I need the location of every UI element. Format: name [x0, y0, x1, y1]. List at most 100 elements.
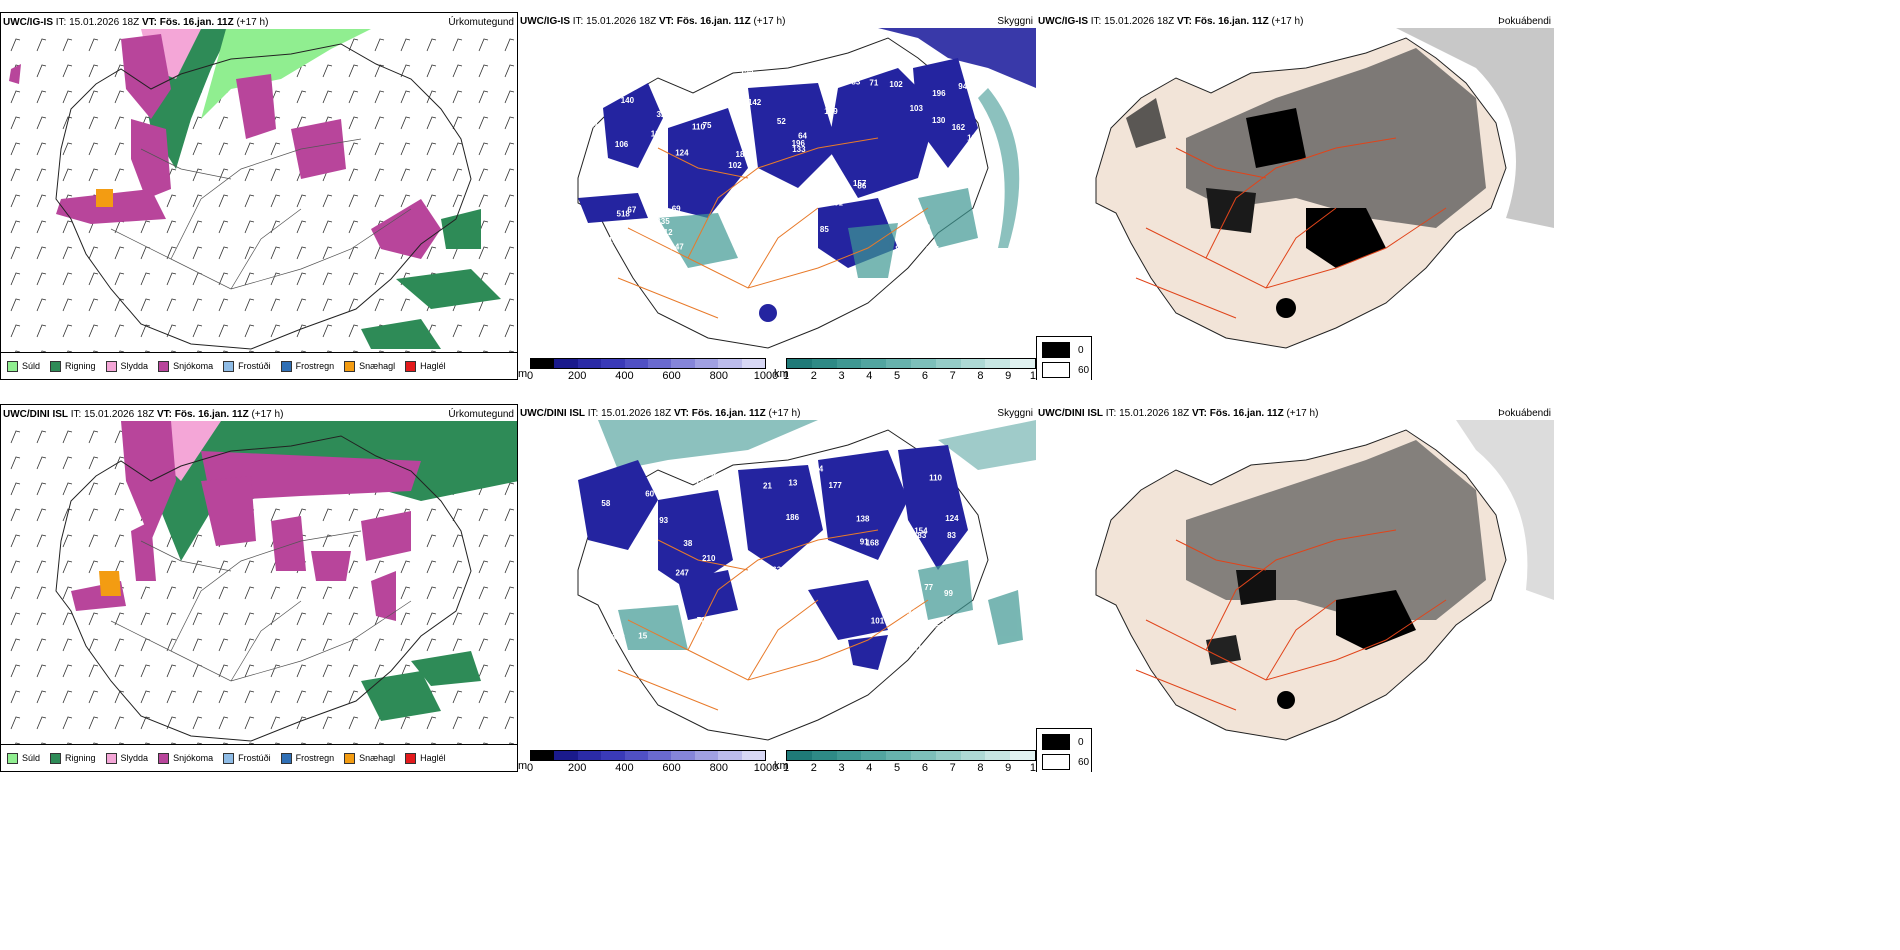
wind-barb — [478, 142, 489, 156]
wind-barb — [88, 298, 99, 312]
colorbar-step — [624, 359, 649, 368]
wind-barb — [244, 298, 255, 312]
wind-barb — [270, 612, 281, 626]
wind-barb — [452, 116, 463, 130]
ceiling-label: 71 — [634, 248, 643, 257]
wind-barb — [478, 90, 489, 104]
colorbar-step — [811, 751, 837, 760]
wind-barb — [88, 560, 99, 574]
wind-barb — [244, 664, 255, 678]
ceiling-strip — [530, 750, 766, 761]
wind-barb — [114, 612, 125, 626]
wind-barb — [140, 220, 151, 234]
wind-barb — [296, 638, 307, 652]
wind-barb — [244, 194, 255, 208]
wind-barb — [400, 638, 411, 652]
wind-barb — [348, 690, 359, 704]
colorbar-step — [935, 751, 961, 760]
ceiling-label: 352 — [612, 633, 626, 642]
ceiling-label: 63 — [742, 226, 751, 235]
ceiling-label: 451 — [599, 236, 613, 245]
wind-barb — [426, 38, 437, 52]
wind-barb — [322, 638, 333, 652]
panel-header: UWC/DINI ISL IT: 15.01.2026 18Z VT: Fös.… — [520, 408, 801, 419]
precip-panel-bottom: UWC/DINI ISL IT: 15.01.2026 18Z VT: Fös.… — [0, 404, 518, 772]
wind-barb — [504, 246, 515, 260]
wind-barb — [504, 298, 515, 312]
colorbar-tick: 0 — [526, 762, 534, 772]
wind-barb — [10, 482, 21, 496]
wind-barb — [478, 324, 489, 338]
ceiling-label: 83 — [851, 77, 860, 86]
wind-barb — [218, 246, 229, 260]
wind-barb — [478, 38, 489, 52]
panel-header: UWC/IG-IS IT: 15.01.2026 18Z VT: Fös. 16… — [520, 16, 786, 27]
wind-barb — [218, 168, 229, 182]
wind-barb — [36, 690, 47, 704]
wind-barb — [296, 716, 307, 730]
ceiling-label: 15 — [638, 631, 647, 640]
colorbar-tick: 200 — [568, 370, 587, 380]
wind-barb — [270, 716, 281, 730]
wind-barb — [348, 586, 359, 600]
colorbar-tick: 9 — [1005, 370, 1012, 380]
ceiling-ticks: 0 200 400 600 800 1000 — [526, 761, 778, 772]
wind-barb — [36, 324, 47, 338]
wind-barb — [348, 64, 359, 78]
wind-barb — [218, 586, 229, 600]
colorbar-step — [554, 359, 578, 368]
roads — [1135, 529, 1447, 711]
wind-barb — [166, 690, 177, 704]
wind-barb — [88, 90, 99, 104]
fog-areas — [1186, 440, 1486, 709]
wind-barb — [270, 638, 281, 652]
wind-barb — [400, 116, 411, 130]
wind-barb — [62, 690, 73, 704]
colorbar-step — [671, 751, 695, 760]
fog-swatch-black — [1042, 734, 1070, 750]
wind-barb — [504, 690, 515, 704]
colorbar-step — [811, 359, 837, 368]
wind-barb — [114, 508, 125, 522]
wind-barb — [426, 716, 437, 730]
ceiling-label: 101 — [871, 616, 885, 625]
wind-barb — [62, 482, 73, 496]
iceland-outline — [55, 43, 472, 350]
wind-barb — [400, 298, 411, 312]
wind-barb — [478, 116, 489, 130]
wind-barb — [114, 560, 125, 574]
wind-barb — [296, 664, 307, 678]
wind-barb — [192, 612, 203, 626]
wind-barb — [270, 690, 281, 704]
wind-barb — [348, 90, 359, 104]
ceiling-label: 72 — [907, 548, 916, 557]
ceiling-label: 201 — [830, 198, 844, 207]
roads — [110, 530, 412, 682]
wind-barb — [62, 560, 73, 574]
wind-barb — [88, 456, 99, 470]
wind-barb — [140, 246, 151, 260]
ceiling-label: 68 — [740, 139, 749, 148]
ceiling-label: 102 — [889, 80, 903, 89]
colorbar-tick: 1 — [782, 370, 790, 380]
wind-barb — [218, 612, 229, 626]
wind-barb — [322, 612, 333, 626]
wind-barb — [322, 508, 333, 522]
ceiling-label: 67 — [627, 206, 636, 215]
precip-areas — [9, 29, 501, 349]
wind-barb — [504, 90, 515, 104]
wind-barb — [244, 168, 255, 182]
ceiling-label: 110 — [929, 474, 942, 483]
wind-barb — [218, 560, 229, 574]
ceiling-label: 30 — [593, 122, 602, 131]
colorbar-step — [601, 359, 625, 368]
wind-barb — [166, 664, 177, 678]
swatch-slydda — [105, 360, 117, 372]
legend-item: Frostúði — [223, 752, 271, 764]
wind-barb — [36, 272, 47, 286]
swatch-haglel — [405, 752, 417, 764]
colorbar-step — [935, 359, 961, 368]
colorbar-tick: 7 — [949, 370, 956, 380]
wind-barb — [452, 324, 463, 338]
fog-panel-bottom: UWC/DINI ISL IT: 15.01.2026 18Z VT: Fös.… — [1036, 404, 1554, 772]
